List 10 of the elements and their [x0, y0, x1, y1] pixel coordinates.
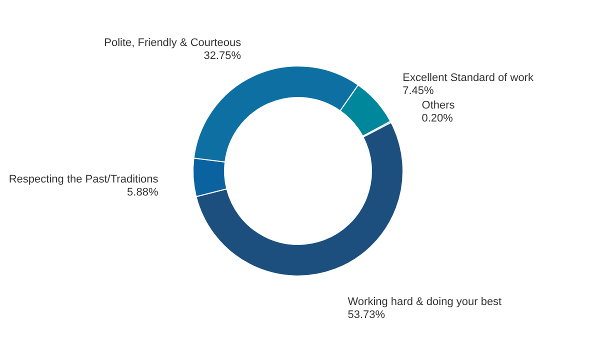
data-label: 32.75%: [204, 50, 242, 62]
slice-label: Excellent Standard of work: [402, 72, 534, 84]
slice-label: Polite, Friendly & Courteous: [104, 37, 242, 50]
data-label: 7.45%: [402, 84, 434, 97]
data-label: 5.88%: [127, 186, 158, 199]
slice-label: Others: [422, 100, 456, 112]
data-label: 0.20%: [422, 112, 454, 125]
slice-label: Respecting the Past/Traditions: [8, 174, 159, 186]
slice-label: Working hard & doing your best: [348, 296, 502, 308]
data-label: 53.73%: [348, 308, 386, 321]
